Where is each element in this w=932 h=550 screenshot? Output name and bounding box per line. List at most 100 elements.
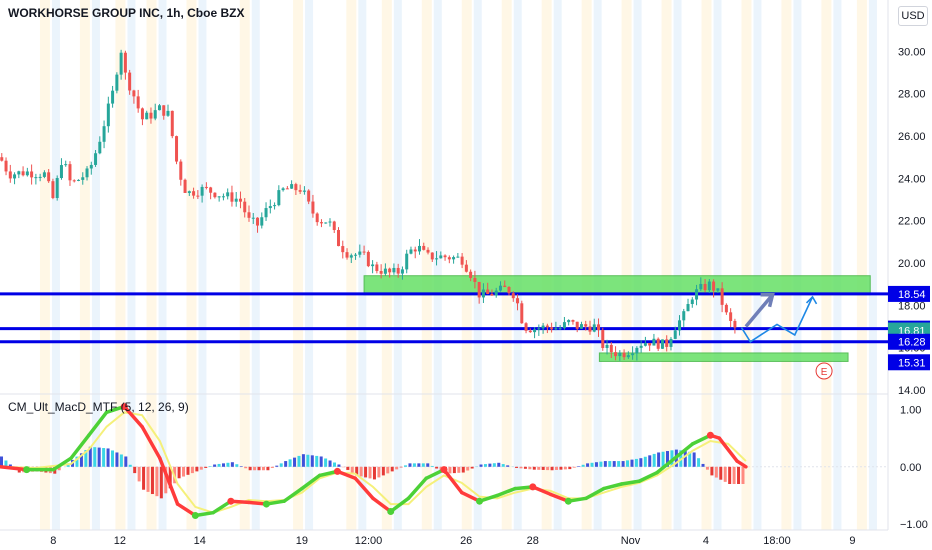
candle-body bbox=[524, 323, 528, 331]
histogram-bar bbox=[350, 466, 354, 473]
histogram-bar bbox=[266, 466, 270, 471]
histogram-bar bbox=[412, 463, 416, 467]
candle-body bbox=[426, 249, 430, 253]
histogram-bar bbox=[186, 466, 190, 475]
histogram-bar bbox=[714, 466, 718, 478]
histogram-bar bbox=[381, 466, 385, 476]
histogram-bar bbox=[306, 454, 310, 467]
session-stripe bbox=[856, 0, 867, 530]
histogram-bar bbox=[426, 463, 430, 467]
candle-body bbox=[234, 198, 238, 202]
candle-body bbox=[626, 355, 630, 358]
candle-body bbox=[25, 171, 29, 176]
candle-body bbox=[115, 74, 119, 91]
macd-segment bbox=[655, 456, 677, 475]
session-stripe bbox=[198, 0, 207, 530]
session-stripe bbox=[51, 0, 60, 530]
candle-body bbox=[669, 338, 673, 347]
macd-segment bbox=[300, 473, 322, 491]
candle-body bbox=[8, 171, 12, 179]
candle-body bbox=[703, 283, 707, 291]
candle-body bbox=[319, 222, 323, 224]
y-tick-label: 22.00 bbox=[898, 216, 926, 228]
macd-segment bbox=[495, 486, 517, 498]
histogram-bar bbox=[390, 466, 394, 472]
candle-body bbox=[383, 268, 387, 274]
candle-body bbox=[537, 328, 541, 330]
indicator-y-tick-label: 1.00 bbox=[900, 404, 921, 416]
session-stripe bbox=[433, 0, 442, 530]
histogram-bar bbox=[612, 461, 616, 467]
candle-body bbox=[486, 289, 490, 295]
histogram-bar bbox=[319, 456, 323, 467]
candle-body bbox=[354, 254, 358, 256]
candle-body bbox=[68, 164, 72, 181]
candle-body bbox=[294, 184, 298, 191]
candle-body bbox=[409, 249, 413, 254]
support-zone bbox=[363, 275, 871, 296]
macd-cross-dot bbox=[529, 483, 537, 491]
histogram-bar bbox=[57, 466, 61, 471]
histogram-bar bbox=[448, 466, 452, 474]
candle-body bbox=[337, 230, 341, 247]
x-tick-label: 9 bbox=[849, 535, 855, 547]
candle-body bbox=[221, 196, 225, 198]
y-tick-label: 14.00 bbox=[898, 385, 926, 397]
histogram-bar bbox=[550, 466, 554, 471]
session-stripe bbox=[127, 0, 136, 530]
session-stripe bbox=[593, 0, 602, 530]
x-tick-label: 26 bbox=[460, 535, 472, 547]
macd-cross-dot bbox=[120, 403, 128, 411]
candle-body bbox=[507, 287, 511, 294]
candle-body bbox=[405, 253, 409, 270]
candle-body bbox=[558, 328, 562, 330]
currency-button[interactable]: USD bbox=[898, 6, 928, 26]
macd-line bbox=[0, 403, 748, 520]
histogram-bar bbox=[683, 451, 687, 467]
candle-body bbox=[200, 186, 204, 196]
x-tick-label: 12 bbox=[114, 535, 126, 547]
candle-body bbox=[379, 271, 383, 274]
histogram-bar bbox=[697, 458, 701, 467]
candle-body bbox=[81, 177, 85, 180]
histogram-bar bbox=[190, 466, 194, 474]
candle-body bbox=[473, 277, 477, 282]
histogram-bar bbox=[581, 464, 585, 467]
candle-body bbox=[89, 164, 93, 169]
candle-body bbox=[673, 330, 677, 339]
histogram-bar bbox=[661, 451, 665, 467]
macd-segment bbox=[735, 459, 748, 469]
session-stripe bbox=[251, 0, 260, 530]
price-level-tag bbox=[888, 333, 930, 350]
candle-body bbox=[42, 172, 46, 177]
candle-body bbox=[388, 268, 392, 273]
candle-body bbox=[85, 168, 89, 178]
candle-body bbox=[494, 290, 498, 296]
candle-body bbox=[145, 112, 149, 120]
macd-segment bbox=[371, 496, 393, 514]
candle-body bbox=[136, 96, 140, 109]
macd-segment bbox=[51, 456, 73, 472]
candle-body bbox=[511, 293, 515, 299]
session-stripe bbox=[701, 0, 712, 530]
candle-body bbox=[217, 196, 221, 198]
histogram-bar bbox=[199, 466, 203, 470]
session-stripe bbox=[621, 0, 632, 530]
histogram-bar bbox=[386, 466, 390, 474]
candle-body bbox=[170, 110, 174, 137]
histogram-bar bbox=[88, 446, 92, 467]
histogram-bar bbox=[177, 466, 181, 479]
candle-body bbox=[447, 257, 451, 260]
candle-body bbox=[157, 105, 161, 111]
candle-body bbox=[290, 184, 294, 189]
candle-body bbox=[371, 264, 375, 267]
price-level-tag bbox=[888, 285, 930, 302]
histogram-bar bbox=[128, 464, 132, 467]
candle-body bbox=[268, 206, 272, 209]
candle-body bbox=[4, 160, 8, 172]
candle-body bbox=[204, 186, 208, 188]
histogram-bar bbox=[537, 466, 541, 470]
candle-body bbox=[503, 285, 507, 288]
